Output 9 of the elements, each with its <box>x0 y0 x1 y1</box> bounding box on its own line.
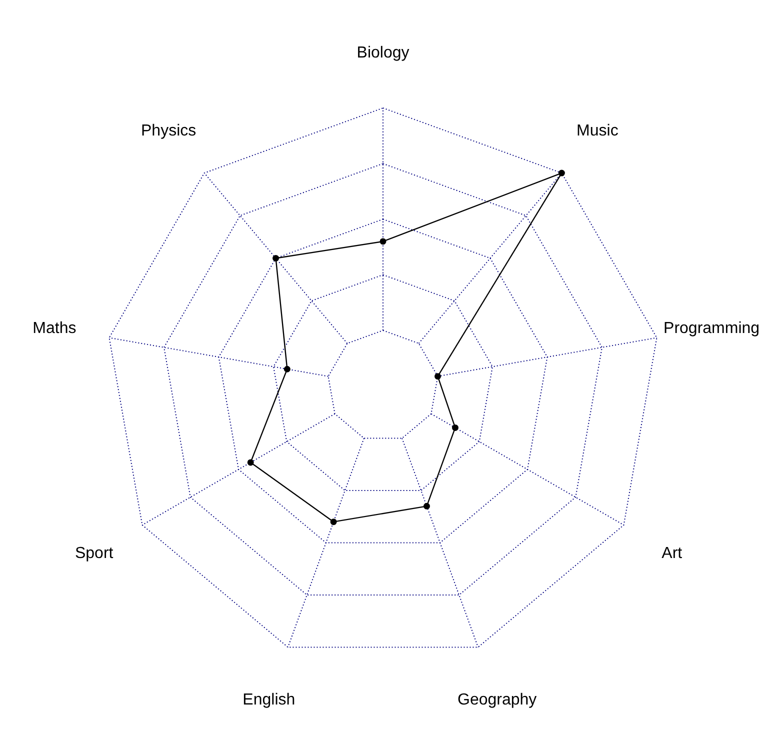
spoke-label: Geography <box>458 691 537 708</box>
spoke-label: Programming <box>664 320 760 338</box>
spoke-label: Sport <box>74 544 114 562</box>
spoke-label: Physics <box>141 122 196 140</box>
spoke-label: Art <box>662 544 683 562</box>
spoke-label: Biology <box>356 44 410 62</box>
spoke-label: Maths <box>32 320 76 338</box>
spoke-label: Music <box>576 122 618 140</box>
spoke-label: English <box>242 691 296 708</box>
